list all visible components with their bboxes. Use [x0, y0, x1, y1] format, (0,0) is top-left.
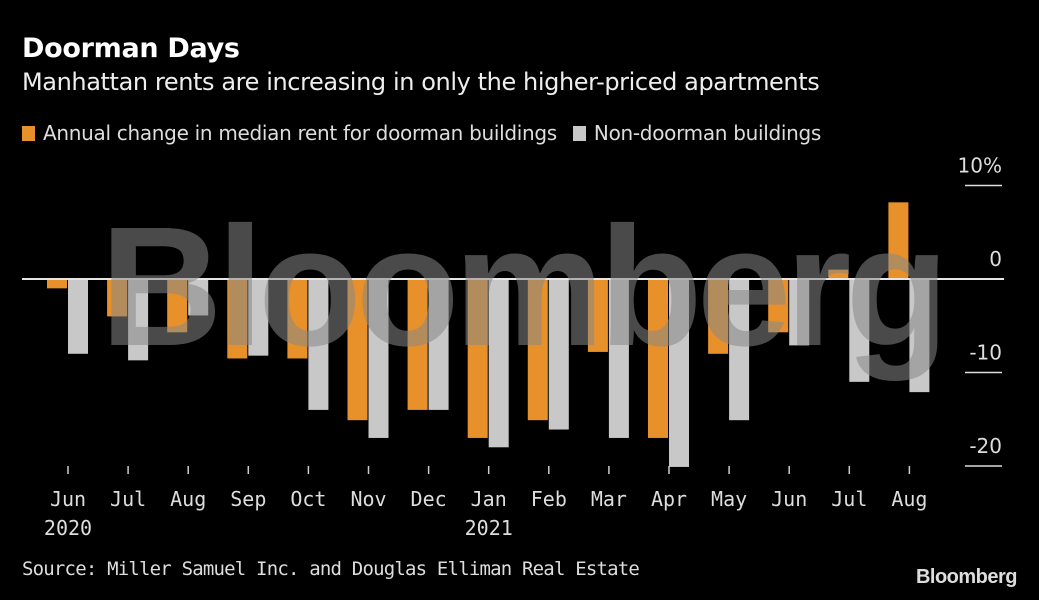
x-year-label-0: 2020: [44, 516, 92, 540]
bar-doorman-8: [527, 279, 548, 421]
bars-layer: [47, 202, 930, 467]
x-tick-label-1: Jul: [110, 487, 146, 511]
legend-label-non-doorman: Non-doorman buildings: [593, 121, 822, 145]
bar-non-doorman-14: [909, 279, 930, 393]
bar-non-doorman-13: [849, 279, 870, 382]
legend-label-doorman: Annual change in median rent for doorman…: [43, 121, 557, 145]
bloomberg-logo: Bloomberg: [915, 566, 1018, 588]
bar-doorman-6: [407, 279, 428, 410]
watermark: Bloomberg: [100, 192, 943, 382]
bar-non-doorman-5: [368, 279, 389, 438]
x-tick-label-8: Feb: [531, 487, 567, 511]
x-tick-label-14: Aug: [891, 487, 927, 511]
bar-doorman-3: [227, 279, 248, 359]
x-tick-label-11: May: [711, 487, 747, 511]
x-axis: Jun Jul Aug Sep Oct Nov Dec Jan Feb Mar Apr May Jun J…: [44, 466, 927, 540]
bar-doorman-5: [347, 279, 368, 421]
bar-non-doorman-0: [68, 279, 88, 354]
y-tick-label-0: 10%: [958, 154, 1002, 178]
y-axis: 10% 0 -10 -20: [958, 154, 1002, 467]
bar-doorman-4: [287, 279, 308, 359]
source-note: Source: Miller Samuel Inc. and Douglas E…: [22, 558, 640, 580]
legend-swatch-doorman: [22, 125, 35, 141]
bar-non-doorman-2: [188, 279, 209, 316]
x-tick-label-3: Sep: [230, 487, 266, 511]
x-tick-label-2: Aug: [170, 487, 206, 511]
x-tick-label-0: Jun: [50, 487, 86, 511]
chart-subtitle: Manhattan rents are increasing in only t…: [22, 68, 820, 96]
y-tick-label-2: -10: [969, 341, 1002, 365]
bar-non-doorman-9: [608, 279, 629, 438]
bar-non-doorman-3: [248, 279, 269, 356]
bar-non-doorman-6: [428, 279, 449, 410]
x-tick-label-9: Mar: [591, 487, 627, 511]
bar-non-doorman-7: [488, 279, 509, 448]
bar-doorman-13: [828, 269, 849, 279]
bar-non-doorman-11: [729, 279, 750, 421]
bar-non-doorman-12: [789, 279, 810, 346]
bar-doorman-10: [648, 279, 668, 438]
x-tick-label-10: Apr: [651, 487, 687, 511]
x-year-label-7: 2021: [465, 516, 513, 540]
bar-non-doorman-10: [669, 279, 689, 467]
legend-item-doorman: Annual change in median rent for doorman…: [22, 121, 557, 145]
x-tick-label-7: Jan: [471, 487, 507, 511]
bar-doorman-12: [768, 279, 789, 333]
bar-doorman-14: [888, 202, 909, 279]
y-tick-label-1: 0: [989, 247, 1002, 271]
legend: Annual change in median rent for doorman…: [22, 121, 837, 145]
bar-non-doorman-4: [308, 279, 329, 410]
bar-non-doorman-1: [128, 279, 149, 361]
x-tick-label-4: Oct: [290, 487, 326, 511]
bar-doorman-11: [708, 279, 729, 354]
legend-item-non-doorman: Non-doorman buildings: [572, 121, 822, 145]
x-tick-label-6: Dec: [411, 487, 447, 511]
y-tick-label-3: -20: [969, 434, 1002, 458]
chart-title: Doorman Days: [22, 33, 240, 64]
x-tick-label-5: Nov: [350, 487, 386, 511]
legend-swatch-non-doorman: [572, 125, 586, 141]
x-tick-label-12: Jun: [771, 487, 807, 511]
bar-doorman-1: [107, 279, 128, 317]
x-tick-label-13: Jul: [831, 487, 867, 511]
bar-doorman-9: [587, 279, 608, 352]
bar-doorman-7: [467, 279, 488, 438]
bar-non-doorman-8: [548, 279, 569, 430]
bar-doorman-2: [167, 279, 188, 333]
bar-doorman-0: [47, 279, 67, 289]
